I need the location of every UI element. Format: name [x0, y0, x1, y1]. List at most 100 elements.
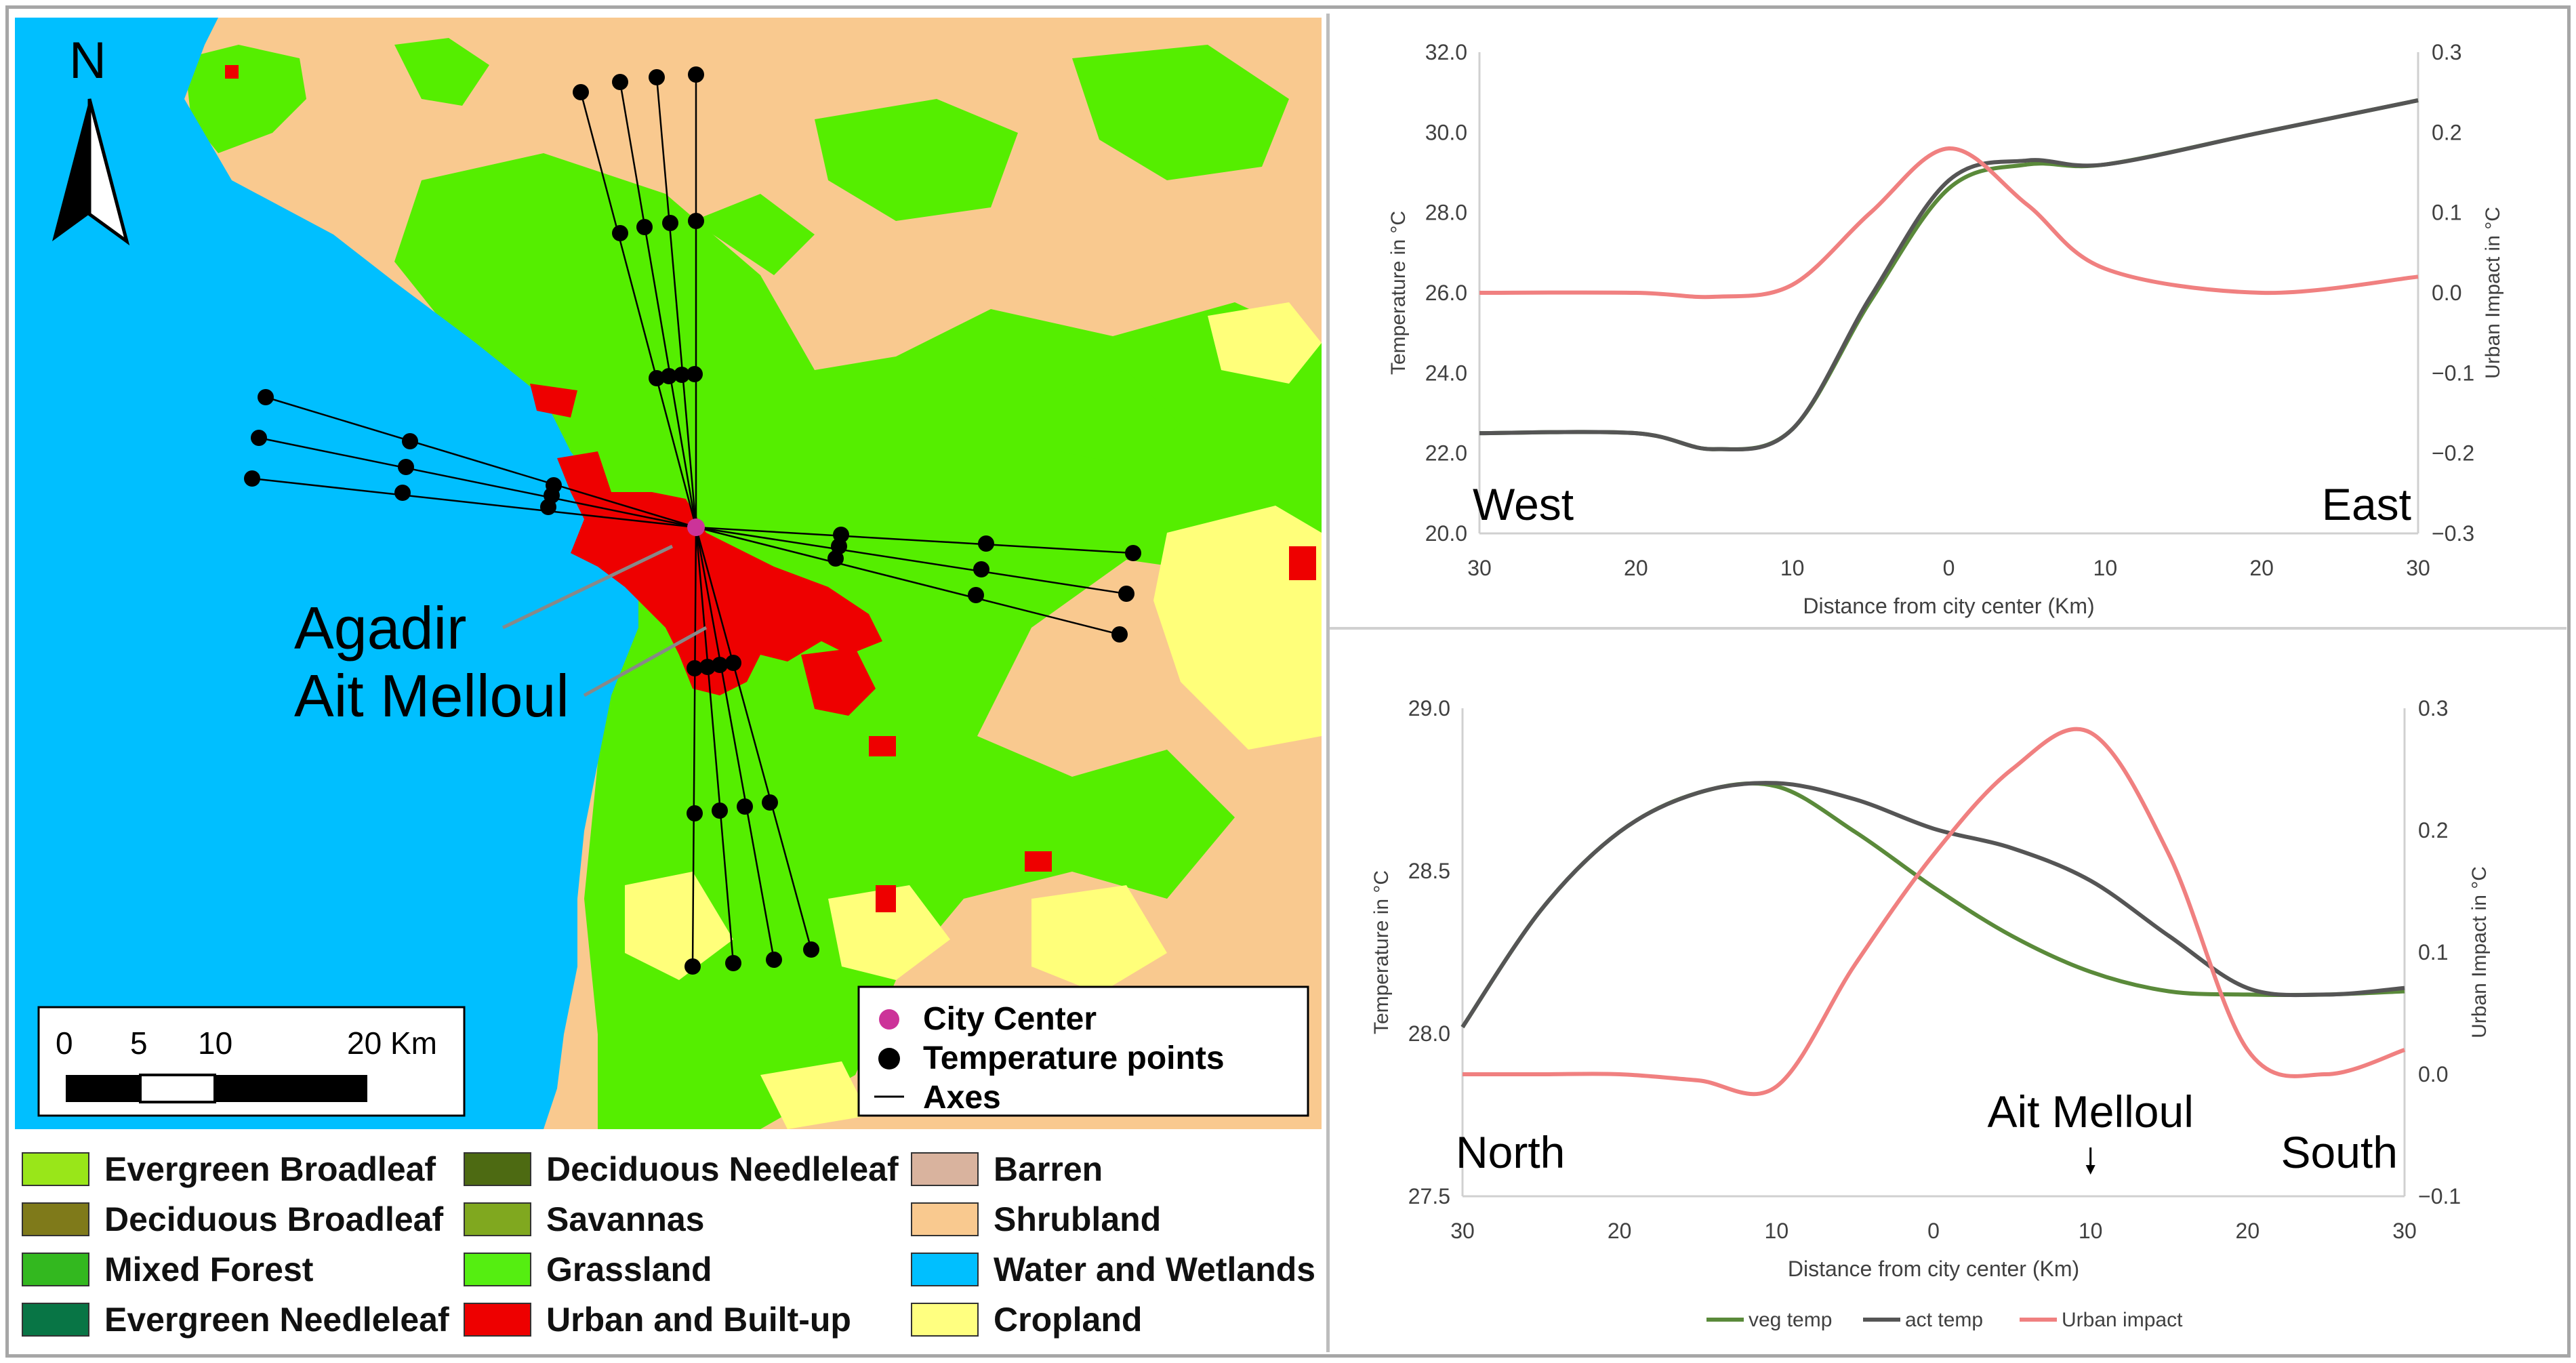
- legend-label: Grassland: [546, 1250, 712, 1288]
- y2-tick-label: 0.0: [2418, 1062, 2448, 1086]
- legend-swatch: [911, 1202, 979, 1236]
- y2-tick-label: 0.1: [2432, 201, 2461, 225]
- land-cover-legend: Evergreen Broadleaf Deciduous Broadleaf …: [15, 1136, 1322, 1353]
- y2-tick-label: −0.1: [2432, 361, 2474, 385]
- legend-axes: Axes: [923, 1080, 1001, 1116]
- legend-item-evergreen-needleleaf: Evergreen Needleleaf: [22, 1300, 449, 1339]
- legend-swatch: [464, 1303, 531, 1337]
- west-east-chart: 20.0 22.0 24.0 26.0 28.0 30.0 32.0 −0.3 −0.2 −0.1…: [1334, 15, 2564, 625]
- figure-frame: [5, 5, 2571, 1358]
- y2-tick-label: 0.3: [2432, 40, 2461, 64]
- y2-axis-title: Urban Impact in °C: [2482, 207, 2504, 379]
- y2-tick-label: 0.2: [2418, 818, 2448, 842]
- legend-label: Deciduous Needleleaf: [546, 1150, 899, 1188]
- y-tick-label: 28.0: [1408, 1021, 1450, 1046]
- y-tick-label: 32.0: [1425, 40, 1467, 64]
- x-tick-label: 30: [2392, 1219, 2417, 1243]
- x-tick-label: 10: [2093, 556, 2118, 580]
- legend-label: Urban and Built-up: [546, 1301, 851, 1339]
- transect-axes: [251, 75, 1134, 967]
- legend-item-water: Water and Wetlands: [911, 1250, 1315, 1289]
- y2-tick-label: 0.0: [2432, 281, 2461, 305]
- series-line-veg-temp: [1479, 98, 2419, 451]
- legend-item-deciduous-broadleaf: Deciduous Broadleaf: [22, 1200, 443, 1239]
- legend-label-urban-impact: Urban impact: [2062, 1309, 2183, 1331]
- legend-label: Barren: [994, 1150, 1103, 1188]
- x-tick-label: 20: [2236, 1219, 2260, 1243]
- temperature-points: [244, 66, 1141, 975]
- y-tick-label: 20.0: [1425, 521, 1467, 546]
- legend-item-shrubland: Shrubland: [911, 1200, 1161, 1239]
- legend-swatch: [464, 1152, 531, 1186]
- north-arrow-icon: [52, 98, 130, 246]
- y-tick-label: 24.0: [1425, 361, 1467, 385]
- scale-tick-20: 20 Km: [347, 1025, 437, 1061]
- y-tick-label: 27.5: [1408, 1184, 1450, 1208]
- legend-item-evergreen-broadleaf: Evergreen Broadleaf: [22, 1150, 436, 1189]
- urban-areas: [225, 65, 1316, 912]
- corner-label-right: South: [2281, 1127, 2398, 1177]
- city-center-legend-icon: [879, 1009, 899, 1030]
- series-line-urban-impact: [1479, 146, 2419, 300]
- x-tick-label: 10: [2079, 1219, 2103, 1243]
- y-tick-label: 29.0: [1408, 696, 1450, 720]
- legend-item-urban: Urban and Built-up: [464, 1300, 851, 1339]
- y2-tick-label: 0.1: [2418, 940, 2448, 964]
- x-tick-label: 10: [1780, 556, 1805, 580]
- x-tick-label: 30: [1450, 1219, 1475, 1243]
- y-tick-label: 22.0: [1425, 441, 1467, 466]
- legend-swatch: [464, 1202, 531, 1236]
- y2-tick-label: 0.3: [2418, 696, 2448, 720]
- inset-legend-box: [857, 985, 1309, 1117]
- y2-tick-label: 0.2: [2432, 120, 2461, 144]
- series-line-act-temp: [1460, 781, 2405, 1029]
- legend-label: Cropland: [994, 1301, 1143, 1339]
- corner-label-right: East: [2322, 479, 2411, 529]
- legend-item-barren: Barren: [911, 1150, 1103, 1189]
- legend-swatch: [22, 1303, 89, 1337]
- legend-label: Evergreen Needleleaf: [104, 1301, 449, 1339]
- series-line-act-temp: [1479, 98, 2419, 451]
- north-south-chart-svg: 27.5 28.0 28.5 29.0 −0.1 0.0 0.1 0.2 0.3 30 20 10 0 1…: [1370, 696, 2491, 1331]
- legend-temperature-points: Temperature points: [923, 1040, 1225, 1076]
- x-tick-label: 30: [1467, 556, 1492, 580]
- scale-tick-0: 0: [56, 1025, 73, 1061]
- y2-tick-label: −0.3: [2432, 521, 2474, 546]
- agadir-label: Agadir: [294, 594, 467, 662]
- x-axis-title: Distance from city center (Km): [1803, 594, 2094, 618]
- corner-label-left: North: [1456, 1127, 1565, 1177]
- legend-label: Deciduous Broadleaf: [104, 1200, 444, 1238]
- x-tick-label: 0: [1927, 1219, 1940, 1243]
- y-axis-title: Temperature in °C: [1370, 870, 1393, 1034]
- land-cover-map: N Agadir Ait Melloul 0 5 10 20 Km City C…: [15, 18, 1322, 1129]
- north-label: N: [69, 32, 106, 89]
- panel-divider-horizontal: [1330, 627, 2567, 630]
- y-tick-label: 30.0: [1425, 120, 1467, 144]
- panel-divider-vertical: [1326, 14, 1330, 1352]
- legend-city-center: City Center: [923, 1001, 1097, 1037]
- y-tick-label: 28.0: [1425, 201, 1467, 225]
- legend-swatch: [911, 1152, 979, 1186]
- city-center-marker: [687, 518, 705, 536]
- x-tick-label: 0: [1943, 556, 1955, 580]
- legend-item-mixed-forest: Mixed Forest: [22, 1250, 313, 1289]
- legend-label: Water and Wetlands: [994, 1250, 1316, 1288]
- ait-melloul-label: Ait Melloul: [294, 662, 569, 729]
- x-tick-label: 30: [2406, 556, 2430, 580]
- north-south-chart: 27.5 28.0 28.5 29.0 −0.1 0.0 0.1 0.2 0.3 30 20 10 0 1…: [1334, 634, 2564, 1352]
- x-tick-label: 20: [1608, 1219, 1632, 1243]
- legend-label-veg-temp: veg temp: [1749, 1309, 1832, 1331]
- scale-bar-icon: [66, 1074, 367, 1103]
- y-axis-title: Temperature in °C: [1387, 211, 1410, 375]
- legend-swatch: [22, 1253, 89, 1286]
- legend-label: Evergreen Broadleaf: [104, 1150, 436, 1188]
- x-axis-title: Distance from city center (Km): [1788, 1257, 2079, 1281]
- annotation-arrowhead-icon: [2085, 1165, 2095, 1175]
- legend-item-cropland: Cropland: [911, 1300, 1142, 1339]
- cropland-areas: [625, 302, 1322, 1129]
- map-svg: [15, 18, 1322, 1129]
- y2-tick-label: −0.2: [2432, 441, 2474, 466]
- ait-melloul-leader-line: [583, 626, 708, 697]
- west-east-chart-svg: 20.0 22.0 24.0 26.0 28.0 30.0 32.0 −0.3 −0.2 −0.1…: [1387, 40, 2504, 618]
- agadir-leader-line: [502, 544, 674, 630]
